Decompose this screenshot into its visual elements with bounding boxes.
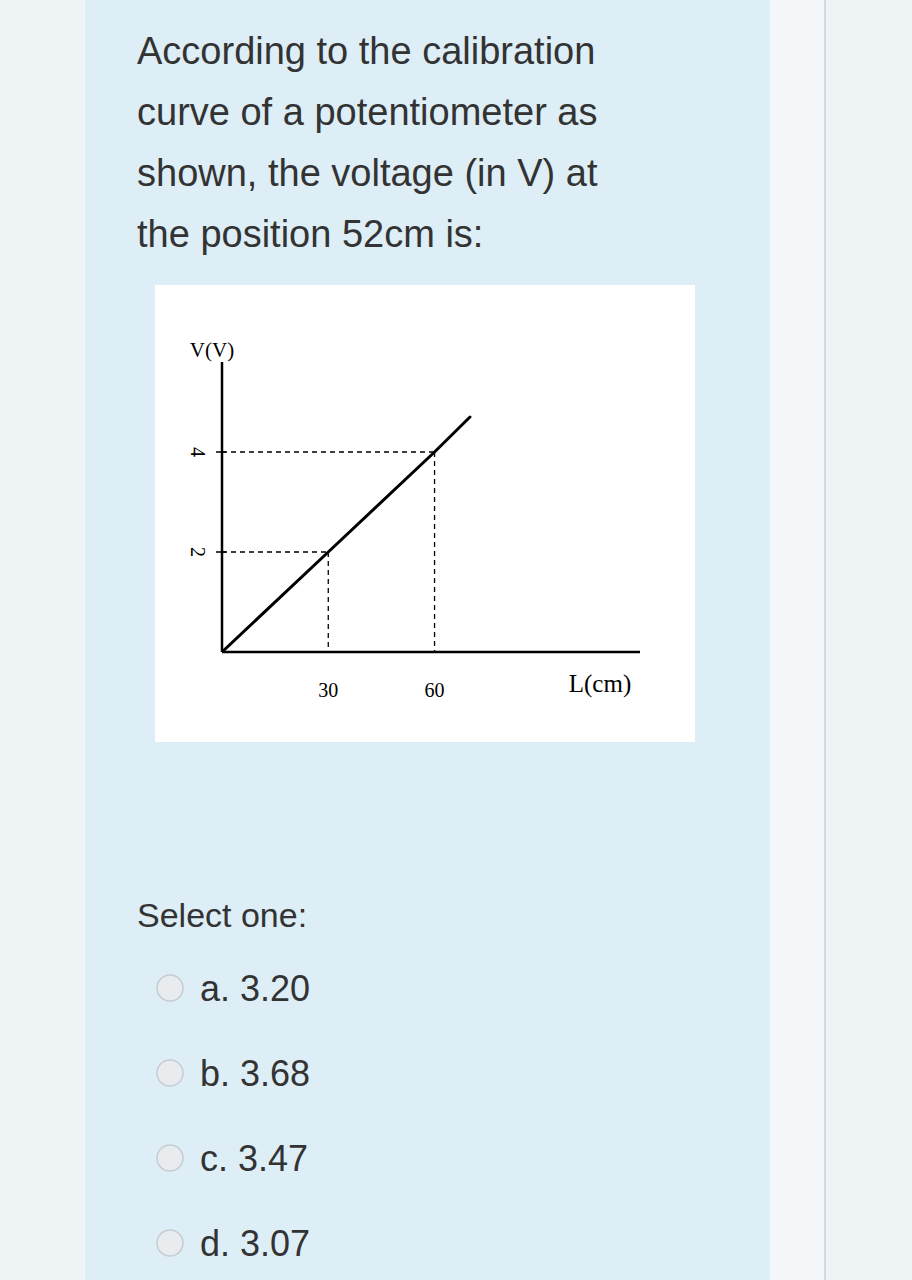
x-tick — [328, 652, 329, 653]
guide-horizontal — [222, 451, 435, 452]
calibration-line — [222, 417, 470, 652]
x-axis-label: L(cm) — [569, 670, 631, 698]
guide-horizontal — [222, 551, 328, 552]
y-tick-label: 2 — [187, 547, 209, 557]
radio[interactable] — [157, 1145, 183, 1171]
prompt: Select one: — [137, 896, 307, 934]
guide-vertical — [328, 552, 329, 652]
x-tick — [434, 652, 435, 653]
page: According to the calibration curve of a p… — [0, 0, 912, 1280]
chart-area — [155, 285, 695, 742]
side-strip — [770, 0, 825, 1280]
question-panel — [85, 0, 770, 1280]
y-axis-label: V(V) — [190, 338, 234, 362]
option-label[interactable]: c. 3.47 — [200, 1138, 308, 1179]
divider — [824, 0, 826, 1280]
radio[interactable] — [157, 1060, 183, 1086]
guide-vertical — [434, 452, 435, 652]
plot — [222, 417, 470, 652]
radio[interactable] — [157, 1230, 183, 1256]
question-text: shown, the voltage (in V) at — [137, 152, 598, 194]
radio[interactable] — [157, 975, 183, 1001]
question-text: curve of a potentiometer as — [137, 91, 597, 133]
x-tick-label: 30 — [318, 679, 338, 701]
background — [0, 0, 912, 1280]
x-axis — [222, 651, 640, 654]
y-tick-label: 4 — [187, 447, 209, 457]
option-label[interactable]: a. 3.20 — [200, 968, 310, 1009]
question-text: the position 52cm is: — [137, 213, 483, 255]
question-text: According to the calibration — [137, 30, 595, 72]
option-label[interactable]: d. 3.07 — [200, 1223, 310, 1264]
y-axis — [221, 362, 224, 652]
x-tick-label: 60 — [425, 679, 445, 701]
option-label[interactable]: b. 3.68 — [200, 1053, 310, 1094]
